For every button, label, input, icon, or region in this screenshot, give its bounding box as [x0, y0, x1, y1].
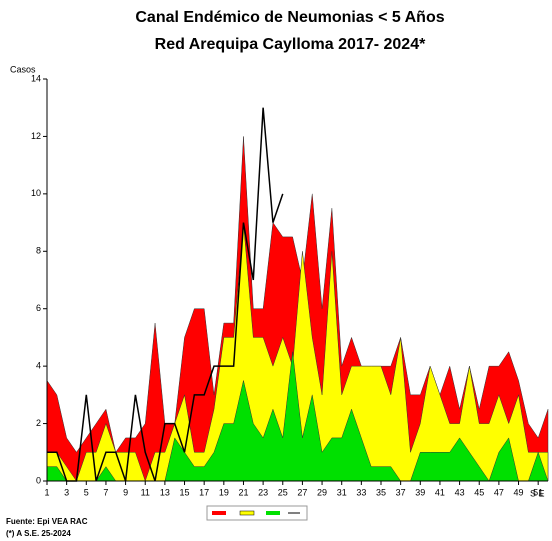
y-tick-label: 4	[36, 361, 41, 371]
legend-swatch	[239, 510, 255, 516]
y-tick-label: 12	[31, 131, 41, 141]
x-tick-label: 9	[123, 487, 128, 497]
chart-title: Canal Endémico de Neumonias < 5 Años	[135, 9, 444, 26]
x-tick-label: 35	[376, 487, 386, 497]
y-tick-label: 2	[36, 418, 41, 428]
chart-subtitle: Red Arequipa Caylloma 2017- 2024*	[155, 36, 426, 53]
x-tick-label: 1	[44, 487, 49, 497]
line	[47, 107, 284, 482]
x-tick-label: 29	[317, 487, 327, 497]
legend-swatch	[212, 511, 226, 515]
area	[46, 222, 549, 482]
legend-box	[206, 505, 308, 521]
source: Fuente: Epi VEA RAC	[6, 517, 88, 526]
x-tick-label: 41	[435, 487, 445, 497]
x-tick-label: 33	[356, 487, 366, 497]
y-tick-label: 10	[31, 188, 41, 198]
note: (*) A S.E. 25-2024	[6, 529, 71, 538]
x-tick-label: 49	[514, 487, 524, 497]
x-tick-label: 51	[533, 487, 543, 497]
legend-swatch	[266, 511, 280, 515]
x-tick-label: 21	[238, 487, 248, 497]
x-tick-label: 17	[199, 487, 209, 497]
x-tick-label: 47	[494, 487, 504, 497]
x-axis-label: S E	[530, 488, 545, 498]
y-tick-label: 14	[31, 73, 41, 83]
x-tick-label: 23	[258, 487, 268, 497]
x-tick-label: 37	[396, 487, 406, 497]
x-tick-label: 43	[455, 487, 465, 497]
x-tick-label: 15	[180, 487, 190, 497]
y-tick-label: 6	[36, 303, 41, 313]
x-tick-label: 45	[474, 487, 484, 497]
x-tick-label: 5	[84, 487, 89, 497]
x-tick-label: 19	[219, 487, 229, 497]
x-tick-label: 13	[160, 487, 170, 497]
x-tick-label: 3	[64, 487, 69, 497]
x-tick-label: 31	[337, 487, 347, 497]
x-tick-label: 7	[103, 487, 108, 497]
y-axis-label: Casos	[10, 64, 36, 74]
y-tick-label: 8	[36, 246, 41, 256]
y-tick-label: 0	[36, 475, 41, 485]
x-tick-label: 39	[415, 487, 425, 497]
x-tick-label: 27	[297, 487, 307, 497]
legend	[206, 505, 308, 521]
x-tick-label: 11	[141, 487, 150, 497]
x-tick-label: 25	[278, 487, 288, 497]
